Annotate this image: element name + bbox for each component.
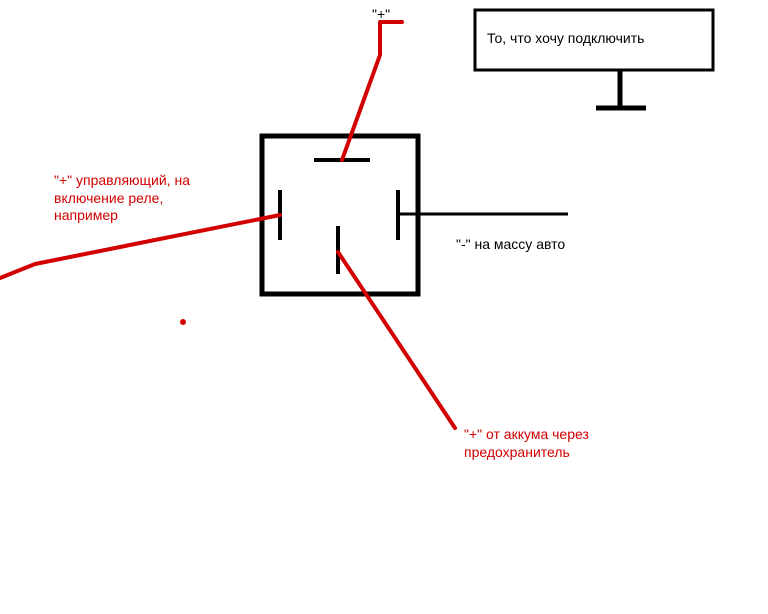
label-control-plus: "+" управляющий, на включение реле, напр… [54, 172, 190, 225]
wire-plus-load [342, 22, 402, 160]
label-ground: "-" на массу авто [456, 236, 565, 254]
wire-battery-plus [338, 252, 455, 428]
load-box-label: То, что хочу подключить [487, 30, 644, 48]
stray-dot [180, 319, 186, 325]
label-plus: "+" [372, 6, 390, 24]
diagram-canvas: То, что хочу подключить "+" "+" управляю… [0, 0, 768, 614]
label-battery-plus: "+" от аккума через предохранитель [464, 426, 589, 461]
wires-svg [0, 0, 768, 614]
